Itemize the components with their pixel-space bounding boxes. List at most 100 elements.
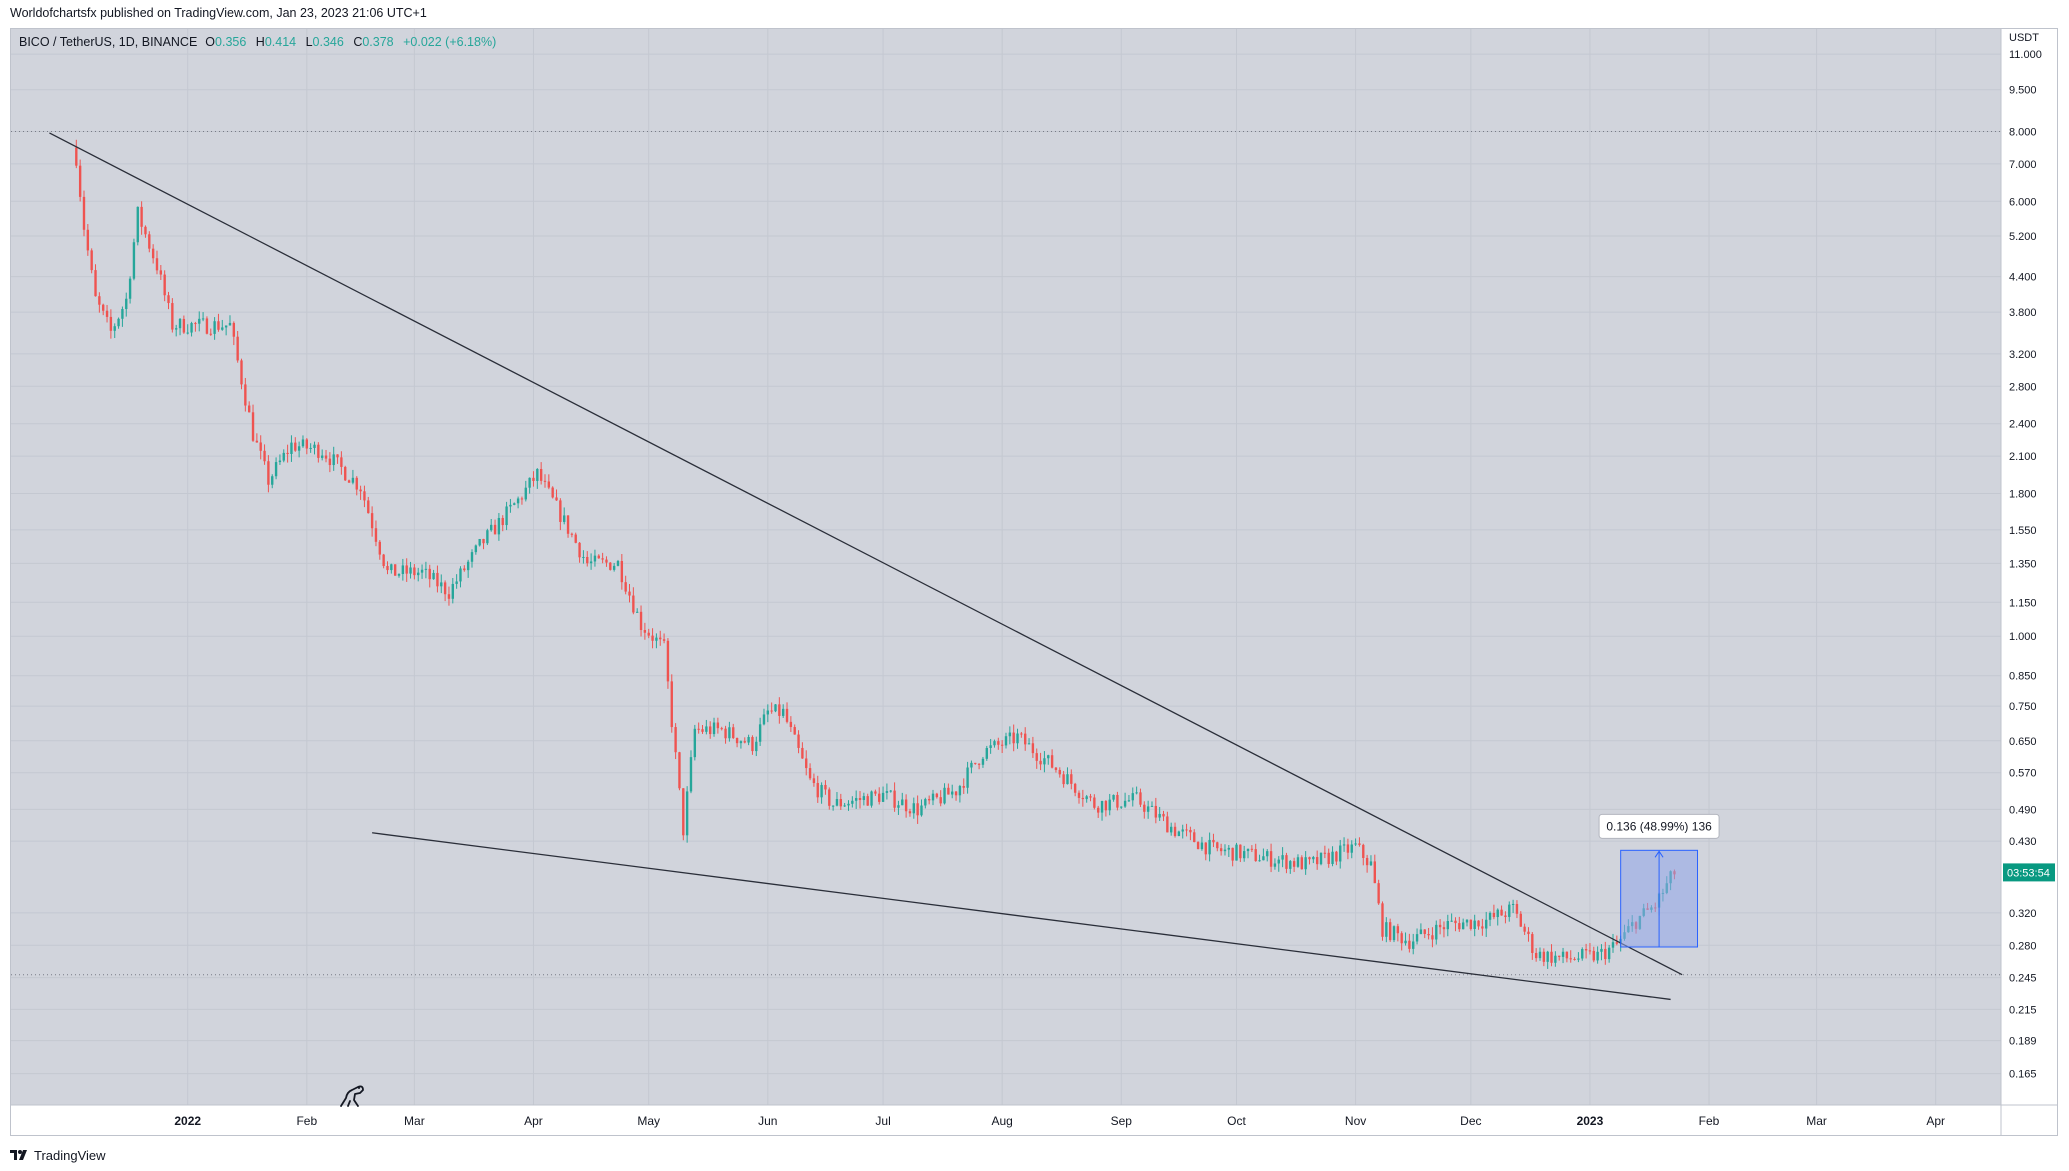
candle-body <box>1039 760 1042 765</box>
candle-body <box>1558 955 1561 957</box>
candle-body <box>1135 792 1138 794</box>
candle <box>628 583 631 603</box>
candle-body <box>1377 883 1380 904</box>
measure-label: 0.136 (48.99%) 136 <box>1598 813 1720 839</box>
candle-body <box>927 799 931 801</box>
candle <box>175 324 178 337</box>
candle <box>1315 850 1319 870</box>
candle-body <box>163 274 166 296</box>
candle <box>743 737 746 744</box>
candle <box>151 244 155 264</box>
candle-body <box>232 322 236 337</box>
candle-body <box>1212 839 1215 843</box>
chart-frame[interactable]: 0.136 (48.99%) 136 USDT 11.000 9.500 8.000 7… <box>10 28 2058 1136</box>
candle-body <box>755 741 758 752</box>
candle <box>1454 917 1457 932</box>
candle-body <box>182 318 186 333</box>
candle <box>854 790 858 809</box>
candle-body <box>148 234 151 249</box>
candle <box>981 756 985 768</box>
candle-body <box>459 568 462 582</box>
candle <box>1388 918 1392 942</box>
dino-icon <box>340 1085 364 1107</box>
candle <box>1308 856 1311 865</box>
candle <box>78 159 82 202</box>
candle <box>393 564 397 576</box>
candle <box>1504 911 1507 924</box>
candle-body <box>835 799 839 806</box>
candle <box>128 276 132 304</box>
candle-body <box>1592 950 1595 961</box>
candle <box>778 697 781 724</box>
candle <box>881 786 885 803</box>
candle <box>1219 843 1223 856</box>
candle <box>1442 921 1446 938</box>
candlestick-chart[interactable]: 0.136 (48.99%) 136 USDT 11.000 9.500 8.000 7… <box>11 29 2057 1135</box>
candle <box>478 538 481 547</box>
candle <box>1381 901 1384 941</box>
candle-body <box>1204 842 1207 855</box>
candle <box>1427 927 1430 940</box>
candle <box>1488 911 1492 927</box>
candle <box>1534 948 1538 962</box>
candle-body <box>1173 826 1177 837</box>
candle-body <box>716 722 720 729</box>
candle <box>555 489 558 501</box>
candle-body <box>393 564 397 576</box>
candle <box>121 306 124 327</box>
candle-body <box>90 250 93 271</box>
candle-body <box>947 787 950 795</box>
candle-body <box>1047 755 1050 759</box>
candle-body <box>539 468 543 481</box>
candle-body <box>1200 842 1204 850</box>
candle <box>520 496 524 505</box>
candle-body <box>490 524 493 531</box>
candle-body <box>482 538 485 544</box>
candle-body <box>497 517 501 535</box>
candle <box>486 528 489 546</box>
candle <box>551 486 554 499</box>
candle <box>105 304 109 323</box>
candle <box>209 328 212 336</box>
candle-body <box>501 517 504 526</box>
candle <box>390 563 393 574</box>
candle <box>739 740 743 749</box>
currency-label: USDT <box>2009 32 2039 44</box>
candle-body <box>1131 793 1134 801</box>
candle-body <box>424 568 428 570</box>
candle-body <box>486 530 489 544</box>
candle <box>1242 845 1246 862</box>
candle-body <box>1492 912 1496 918</box>
candle-body <box>1392 926 1396 941</box>
candle-body <box>186 332 189 334</box>
candle-body <box>870 791 873 806</box>
candle-body <box>1331 851 1334 864</box>
candle <box>374 520 378 547</box>
candle-body <box>401 565 405 575</box>
close-value: 0.378 <box>362 35 393 49</box>
candle-body <box>1193 832 1196 843</box>
candle <box>1085 794 1088 803</box>
candle-body <box>463 568 466 571</box>
candle <box>1258 854 1261 862</box>
candle-body <box>916 803 919 816</box>
candle <box>1600 944 1603 961</box>
candle-body <box>344 466 347 481</box>
candle <box>897 800 900 815</box>
candle-body <box>808 768 812 779</box>
candle <box>774 704 777 713</box>
candle <box>1508 901 1511 922</box>
candle <box>351 469 355 485</box>
candle <box>797 730 800 754</box>
candle-body <box>1066 774 1069 785</box>
candle-body <box>363 491 366 501</box>
candle-body <box>793 727 796 735</box>
candle <box>812 773 816 787</box>
candle-body <box>1020 733 1023 735</box>
candle-body <box>597 555 600 559</box>
candle <box>1193 829 1196 843</box>
candle-body <box>889 790 892 792</box>
candle <box>144 225 147 238</box>
candle-body <box>1146 806 1150 812</box>
candle <box>1173 822 1177 838</box>
